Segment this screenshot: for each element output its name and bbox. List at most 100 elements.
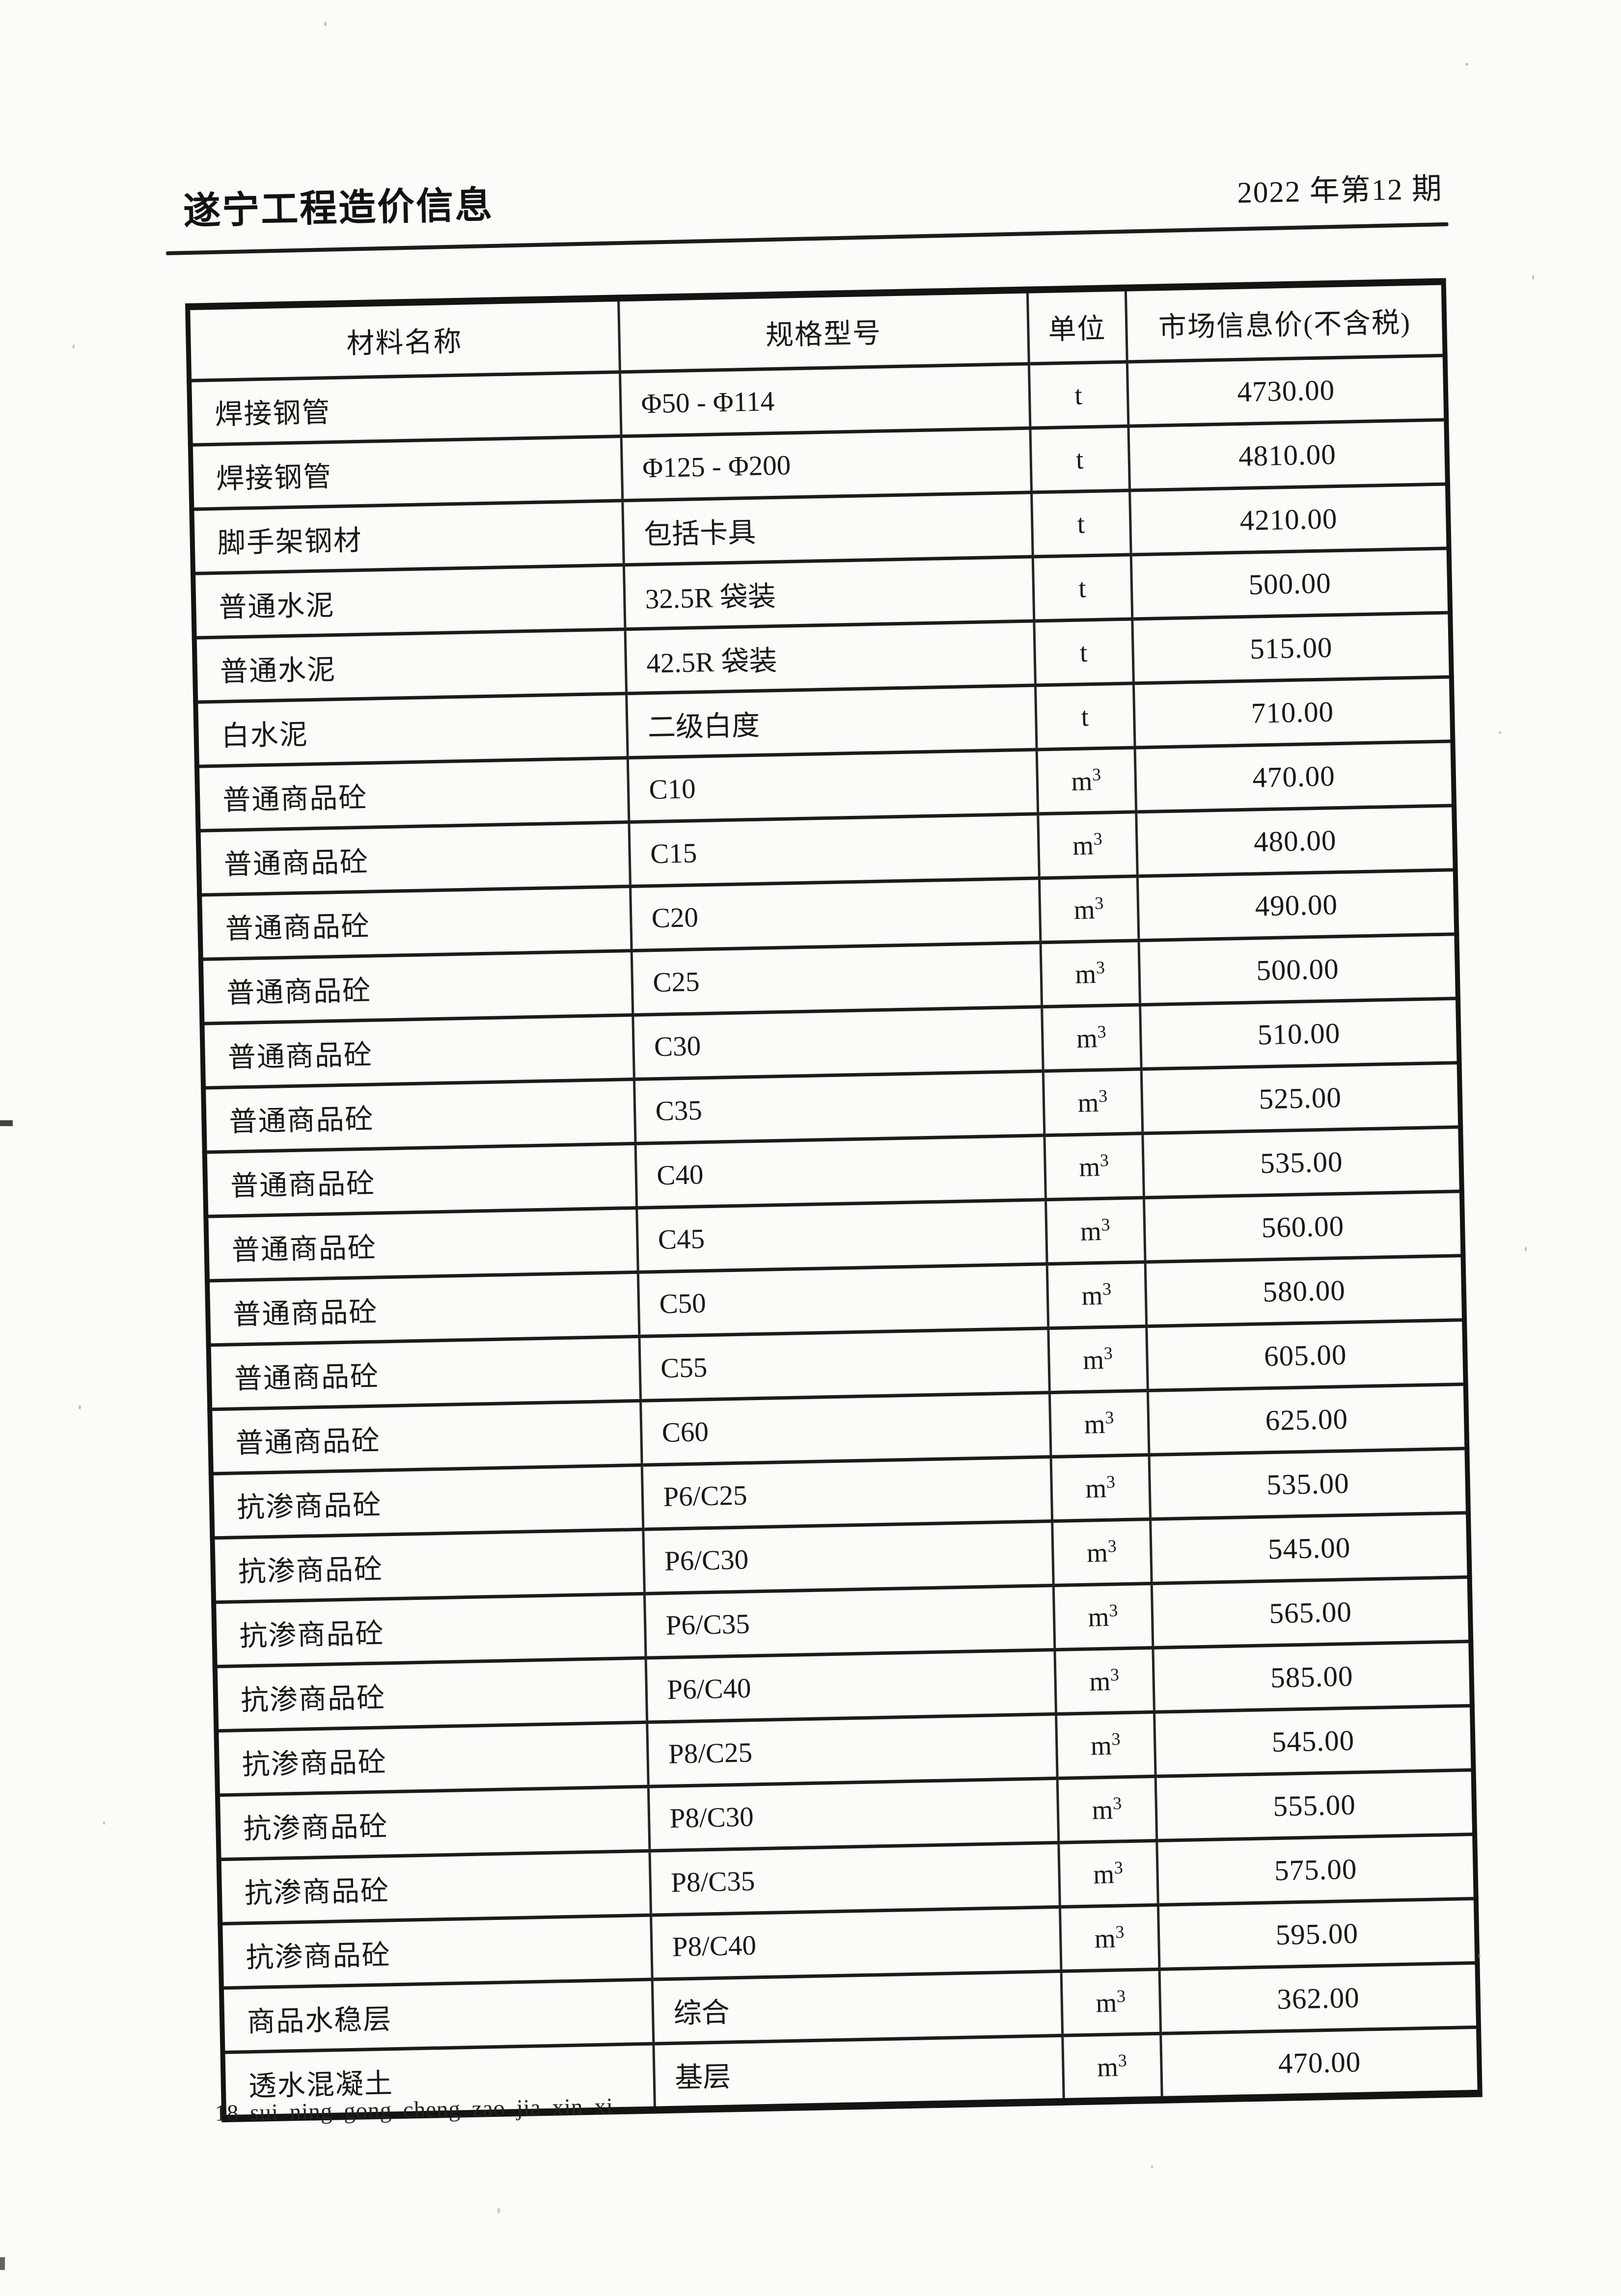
- cell-price: 490.00: [1137, 869, 1457, 941]
- cell-spec: C15: [629, 813, 1039, 887]
- cell-material: 脚手架钢材: [192, 500, 624, 574]
- cell-price: 595.00: [1157, 1898, 1478, 1970]
- scan-speck: [1151, 2165, 1153, 2169]
- cell-material: 商品水稳层: [221, 1979, 654, 2053]
- cell-unit: t: [1035, 683, 1135, 750]
- cell-price: 500.00: [1130, 548, 1451, 619]
- cell-spec: 42.5R 袋装: [625, 621, 1035, 694]
- cell-unit: m3: [1059, 1905, 1159, 1972]
- cell-price: 4730.00: [1126, 355, 1447, 427]
- cell-price: 500.00: [1138, 934, 1458, 1005]
- cell-material: 抗渗商品砼: [220, 1915, 652, 1988]
- cell-spec: P6/C25: [641, 1457, 1052, 1530]
- cell-spec: 二级白度: [626, 685, 1037, 758]
- cell-material: 抗渗商品砼: [218, 1786, 650, 1860]
- cell-unit: t: [1031, 490, 1131, 557]
- column-header-price: 市场信息价(不含税): [1125, 281, 1445, 362]
- cell-spec: C25: [631, 942, 1042, 1015]
- cell-price: 585.00: [1153, 1641, 1472, 1712]
- cell-price: 555.00: [1155, 1770, 1475, 1841]
- cell-spec: C60: [640, 1392, 1051, 1465]
- materials-price-table: 材料名称 规格型号 单位 市场信息价(不含税) 焊接钢管 Φ50 - Φ114 …: [185, 278, 1483, 2123]
- cell-material: 普通商品砼: [200, 950, 633, 1024]
- cell-material: 普通商品砼: [196, 757, 629, 831]
- issue-label: 2022 年第12 期: [1236, 172, 1443, 210]
- cell-unit: m3: [1039, 876, 1139, 943]
- cell-price: 605.00: [1146, 1320, 1466, 1391]
- cell-material: 普通商品砼: [207, 1272, 639, 1345]
- cell-spec: P8/C40: [651, 1907, 1061, 1980]
- cell-unit: m3: [1044, 1133, 1144, 1200]
- cell-material: 普通水泥: [194, 629, 627, 702]
- scan-speck: [73, 345, 75, 349]
- cell-price: 4810.00: [1128, 420, 1448, 490]
- cell-spec: P8/C25: [647, 1714, 1057, 1787]
- cell-spec: C20: [630, 878, 1041, 951]
- cell-material: 抗渗商品砼: [214, 1594, 646, 1667]
- cell-spec: C40: [635, 1135, 1045, 1208]
- cell-spec: C50: [637, 1264, 1048, 1337]
- cell-spec: 综合: [652, 1971, 1063, 2044]
- cell-price: 515.00: [1132, 612, 1452, 683]
- cell-unit: m3: [1038, 811, 1137, 878]
- cell-spec: P8/C30: [648, 1778, 1059, 1851]
- materials-table-body: 焊接钢管 Φ50 - Φ114 t 4730.00 焊接钢管 Φ125 - Φ2…: [189, 355, 1480, 2119]
- cell-unit: m3: [1056, 1712, 1155, 1779]
- cell-price: 480.00: [1136, 805, 1456, 876]
- cell-material: 抗渗商品砼: [219, 1851, 651, 1924]
- cell-material: 抗渗商品砼: [211, 1465, 643, 1538]
- cell-material: 普通商品砼: [210, 1401, 642, 1474]
- cell-unit: m3: [1050, 1455, 1151, 1521]
- cell-material: 普通商品砼: [203, 1079, 635, 1153]
- cell-unit: m3: [1053, 1583, 1153, 1650]
- cell-price: 535.00: [1149, 1448, 1468, 1519]
- scan-speck: [79, 1405, 81, 1409]
- cell-price: 545.00: [1150, 1513, 1470, 1584]
- cell-price: 510.00: [1140, 998, 1459, 1069]
- column-header-unit: 单位: [1027, 288, 1127, 364]
- cell-spec: C35: [633, 1071, 1044, 1144]
- cell-material: 普通水泥: [193, 565, 625, 638]
- cell-unit: m3: [1048, 1326, 1148, 1393]
- cell-spec: C10: [627, 749, 1038, 822]
- cell-unit: t: [1028, 362, 1128, 429]
- cell-spec: 包括卡具: [622, 492, 1033, 565]
- cell-unit: t: [1034, 619, 1133, 685]
- cell-spec: P8/C35: [649, 1842, 1060, 1916]
- cell-spec: 32.5R 袋装: [623, 556, 1034, 629]
- scan-speck: [103, 1821, 105, 1825]
- scan-speck: [497, 2208, 500, 2214]
- cell-price: 4210.00: [1129, 484, 1449, 555]
- cell-unit: t: [1030, 426, 1130, 492]
- page-header: 遂宁工程造价信息 2022 年第12 期: [183, 156, 1443, 235]
- cell-price: 470.00: [1134, 741, 1455, 812]
- cell-spec: C45: [636, 1199, 1047, 1272]
- cell-unit: m3: [1061, 1969, 1161, 2036]
- cell-unit: m3: [1046, 1262, 1147, 1328]
- cell-unit: m3: [1052, 1519, 1152, 1586]
- column-header-spec: 规格型号: [618, 290, 1029, 372]
- cell-price: 625.00: [1147, 1384, 1467, 1455]
- cell-material: 普通商品砼: [202, 1015, 634, 1088]
- scan-speck: [324, 22, 327, 26]
- cell-spec: Φ50 - Φ114: [619, 364, 1030, 436]
- cell-unit: m3: [1043, 1069, 1143, 1135]
- cell-price: 470.00: [1160, 2027, 1480, 2100]
- publication-title: 遂宁工程造价信息: [183, 185, 494, 232]
- cell-unit: m3: [1036, 747, 1136, 814]
- cell-spec: 基层: [653, 2035, 1064, 2110]
- cell-spec: P6/C40: [645, 1649, 1056, 1723]
- cell-spec: P6/C35: [644, 1585, 1055, 1658]
- cell-material: 普通商品砼: [206, 1208, 638, 1281]
- cell-unit: t: [1032, 554, 1132, 621]
- cell-unit: m3: [1045, 1197, 1145, 1264]
- cell-price: 545.00: [1154, 1705, 1474, 1777]
- cell-material: 焊接钢管: [189, 372, 621, 445]
- scan-speck: [1532, 275, 1534, 280]
- cell-material: 普通商品砼: [198, 822, 631, 895]
- scan-edge-mark: [0, 2257, 5, 2270]
- cell-unit: m3: [1049, 1390, 1149, 1457]
- scan-speck: [1499, 731, 1501, 734]
- cell-unit: m3: [1062, 2033, 1162, 2102]
